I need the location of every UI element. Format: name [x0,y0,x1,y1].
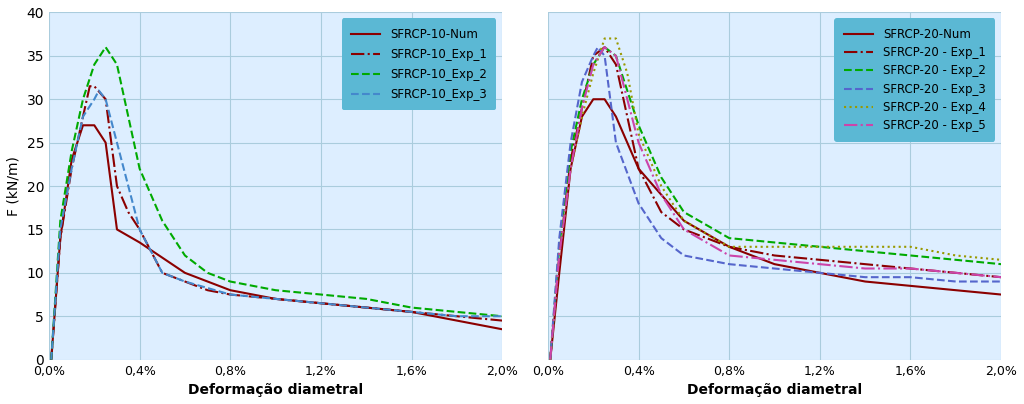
X-axis label: Deformação diametral: Deformação diametral [188,383,364,397]
Y-axis label: F (kN/m): F (kN/m) [7,156,20,216]
Legend: SFRCP-10-Num, SFRCP-10_Exp_1, SFRCP-10_Exp_2, SFRCP-10_Exp_3: SFRCP-10-Num, SFRCP-10_Exp_1, SFRCP-10_E… [342,18,497,110]
X-axis label: Deformação diametral: Deformação diametral [687,383,862,397]
Legend: SFRCP-20-Num, SFRCP-20 - Exp_1, SFRCP-20 - Exp_2, SFRCP-20 - Exp_3, SFRCP-20 - E: SFRCP-20-Num, SFRCP-20 - Exp_1, SFRCP-20… [835,18,995,142]
